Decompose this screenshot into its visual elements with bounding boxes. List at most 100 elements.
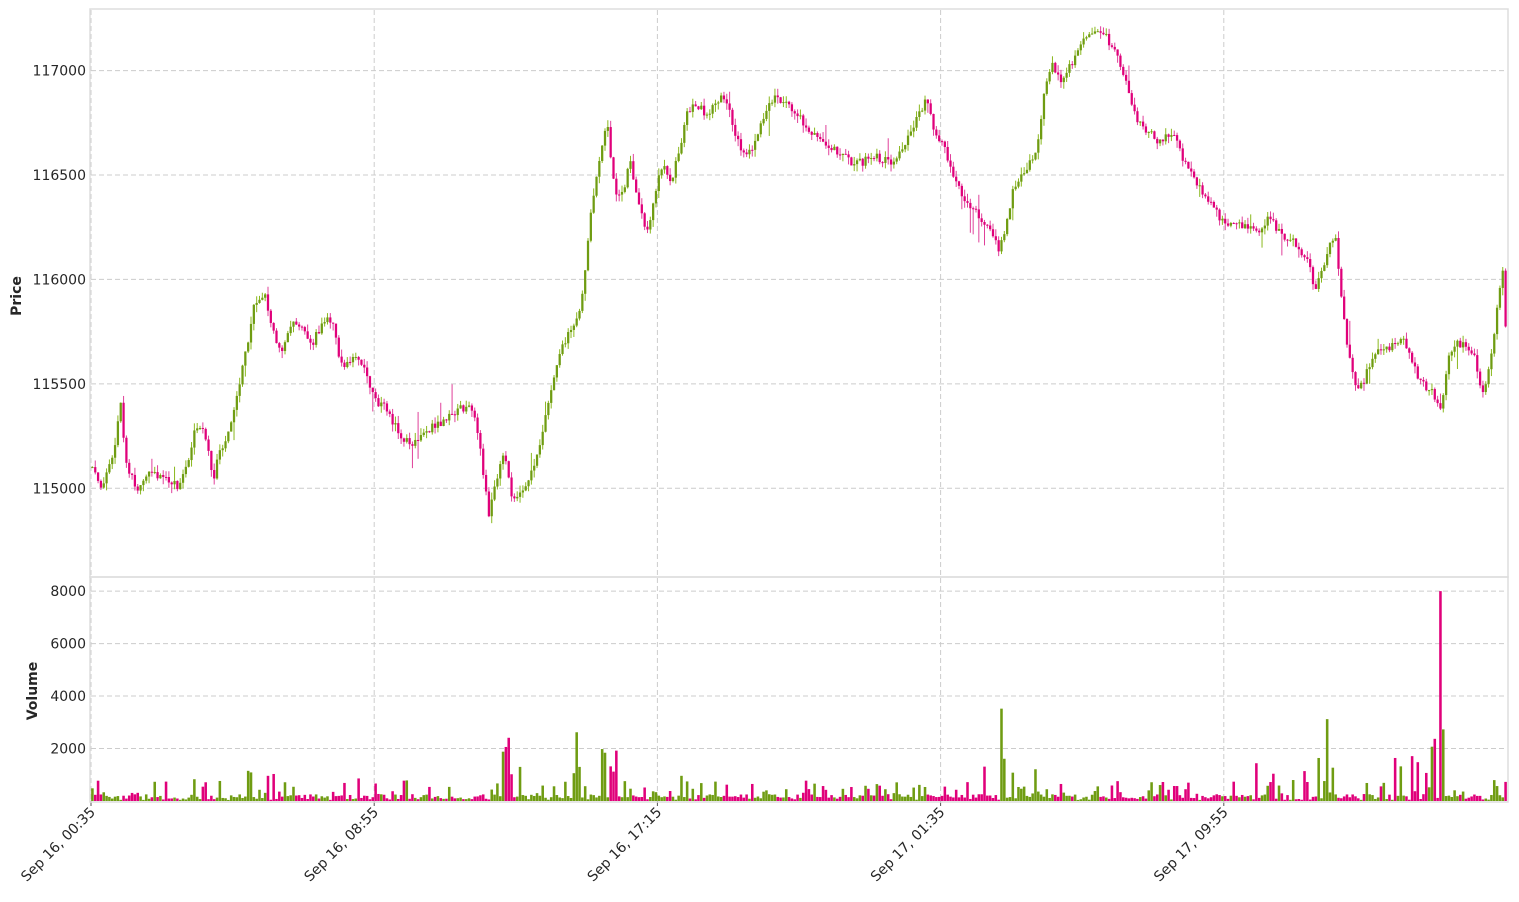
candle-body [394,423,397,425]
candle-body [955,176,958,182]
candle-body [615,178,618,195]
volume-bar [731,796,734,801]
volume-bar [957,797,961,801]
candle-body [957,181,961,186]
volume-bar [513,797,516,801]
volume-bar [221,797,224,801]
volume-bar [572,773,576,801]
volume-bar [1104,797,1108,801]
volume-bar [869,795,873,801]
candle-body [1470,350,1473,354]
candle-body [275,330,278,344]
candle-body [926,99,929,104]
candle-body [1133,104,1136,112]
volume-bar [719,796,723,801]
volume-bar [116,796,120,801]
volume-bar [323,797,326,801]
candle-body [377,398,380,407]
candle-body [380,402,383,407]
candle-body [1122,66,1125,75]
volume-bar [1042,796,1046,801]
volume-bar [161,799,165,801]
volume-bar [1059,783,1063,801]
candle-body [547,402,550,416]
candle-body [1054,62,1057,73]
candle-body [887,157,890,160]
candle-body [470,405,474,411]
volume-bar [510,774,513,801]
candle-body [1286,239,1289,241]
candle-body [448,413,451,421]
x-tick-label: Sep 16, 00:35 [18,805,99,886]
volume-bar [1020,788,1023,801]
volume-bar [1037,791,1040,801]
candle-body [983,222,986,225]
candle-body [753,140,757,150]
candle-body [145,476,148,481]
candle-body [1272,219,1275,221]
volume-bar [1354,796,1357,801]
candle-body [476,417,479,434]
volume-bar [901,796,904,801]
volume-bar [649,797,652,801]
candle-body [1410,352,1414,363]
volume-bar [784,789,788,801]
volume-bar [1405,796,1408,801]
candle-body [558,354,561,366]
candle-body [323,322,326,324]
candle-body [309,338,312,343]
volume-bar [1110,785,1114,801]
candle-body [1391,343,1394,351]
candle-body [1252,226,1255,229]
candle-body [1056,72,1060,75]
candle-body [286,333,289,343]
candle-body [669,174,672,182]
volume-bar [1391,799,1394,801]
candle-body [252,304,255,324]
volume-bar [125,798,128,801]
candle-body [153,472,156,474]
volume-bar [850,787,853,801]
volume-bar [1357,798,1360,801]
volume-bar [1028,796,1032,801]
volume-bar [391,791,394,801]
volume-bar [1498,795,1502,801]
volume-bar [136,792,140,801]
volume-bar [119,799,123,801]
candle-body [230,422,233,432]
candle-body [1096,31,1099,33]
volume-bar [926,794,930,801]
candle-body [442,419,445,427]
volume-bar [892,793,896,801]
candle-body [1212,201,1216,208]
volume-bar [813,783,816,801]
candle-body [1014,186,1017,190]
volume-bar [666,796,669,801]
volume-bar [895,782,898,801]
candle-body [722,95,726,100]
volume-bar [445,798,448,801]
volume-bar [1130,797,1134,801]
candle-body [181,474,185,483]
candle-body [374,392,377,399]
volume-bar [164,781,168,801]
volume-bar [1495,786,1499,801]
volume-bar [705,795,709,801]
volume-bar [368,799,372,801]
volume-bar [1215,794,1218,801]
candle-body [1085,37,1088,39]
candle-body [340,356,343,363]
volume-bar [977,794,981,801]
volume-bar [566,796,570,801]
candle-body [1385,346,1388,350]
candle-body [119,402,122,422]
candle-body [425,431,428,433]
candle-body [116,421,120,446]
candle-body [853,164,856,166]
volume-bar [1144,798,1148,801]
volume-bar [1410,756,1414,801]
candle-body [861,158,864,166]
candle-body [1300,249,1303,256]
candle-body [351,356,355,363]
candle-body [283,342,287,352]
